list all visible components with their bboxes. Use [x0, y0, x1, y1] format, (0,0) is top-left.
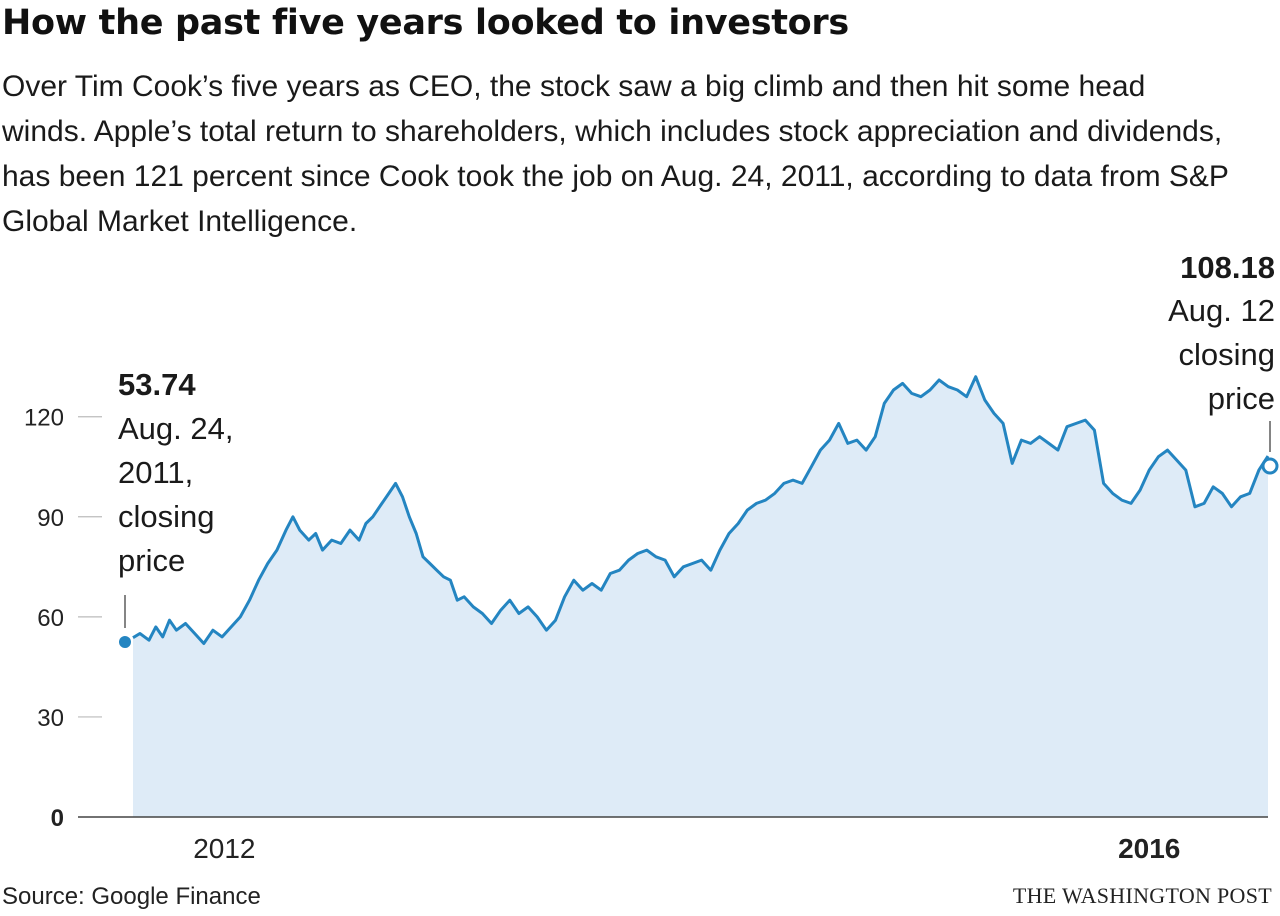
start-value-label: 53.74 — [118, 367, 196, 402]
x-axis-ticks: 2012 2016 — [193, 833, 1180, 864]
price-line — [132, 375, 1270, 645]
source-note: Source: Google Finance — [2, 883, 261, 910]
start-annotation-line: price — [118, 543, 185, 578]
start-annotation-line: closing — [118, 499, 215, 534]
price-area — [133, 376, 1268, 817]
y-tick-label: 120 — [24, 405, 64, 432]
publisher-credit: THE WASHINGTON POST — [1012, 883, 1272, 908]
chart-title: How the past five years looked to invest… — [2, 3, 849, 43]
start-annotation-line: Aug. 24, — [118, 411, 233, 446]
end-value-label: 108.18 — [1180, 250, 1275, 285]
annotations: 53.74 Aug. 24, 2011, closing price 108.18 Aug.… — [118, 250, 1279, 648]
y-tick-label: 90 — [37, 505, 64, 532]
chart-subtitle: Over Tim Cook’s five years as CEO, the s… — [2, 70, 1229, 238]
start-point-marker — [119, 636, 131, 648]
y-tick-label: 60 — [37, 605, 64, 632]
end-annotation-line: Aug. 12 — [1168, 293, 1275, 328]
y-axis-ticks: 0 30 60 90 120 — [24, 405, 64, 832]
x-tick-label: 2016 — [1118, 833, 1180, 864]
start-annotation-line: 2011, — [118, 455, 193, 490]
y-gridlines — [78, 416, 102, 718]
end-point-marker — [1261, 457, 1279, 475]
x-tick-label: 2012 — [193, 833, 255, 864]
y-tick-label: 30 — [37, 705, 64, 732]
y-tick-label: 0 — [51, 805, 64, 832]
end-annotation-line: closing — [1179, 337, 1276, 372]
end-annotation-line: price — [1208, 381, 1275, 416]
